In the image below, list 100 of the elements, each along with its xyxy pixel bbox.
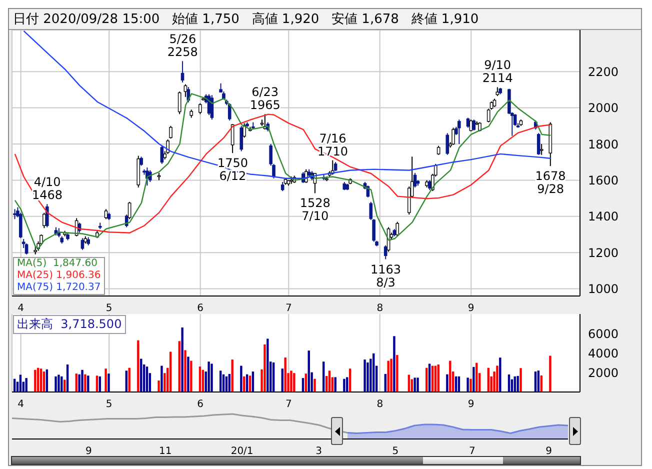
candlestick <box>413 172 417 188</box>
candlestick <box>124 214 128 228</box>
candlestick <box>466 117 470 128</box>
y-tick-label: 4000 <box>588 346 619 360</box>
x-tick-label: 11 <box>159 446 172 458</box>
candlestick <box>478 122 482 132</box>
bar <box>210 364 213 392</box>
bar <box>190 360 192 392</box>
candlestick <box>80 238 84 250</box>
candlestick <box>13 208 16 220</box>
bar <box>293 373 296 392</box>
bar <box>393 336 396 392</box>
x-tick-label: 5 <box>106 399 112 410</box>
bar <box>108 374 110 392</box>
candlestick <box>446 132 450 156</box>
text: MA(75) 1,720.37 <box>17 282 101 294</box>
bar <box>446 374 448 392</box>
y-tick-label: 1600 <box>588 173 619 188</box>
x-tick-label: 4 <box>18 399 24 410</box>
bar <box>390 358 392 392</box>
bar <box>187 356 190 392</box>
candlestick <box>458 119 461 144</box>
bar <box>343 378 346 392</box>
x-tick-label: 8 <box>376 303 384 314</box>
bar <box>364 360 366 392</box>
bar <box>240 366 242 392</box>
candlestick <box>184 84 188 98</box>
bar <box>290 370 292 392</box>
bar <box>128 368 130 392</box>
bar <box>58 374 60 392</box>
x-tick-label: 6 <box>197 303 204 314</box>
annotation: 6/23 1965 <box>250 85 280 112</box>
bar <box>496 366 498 392</box>
candlestick <box>228 102 232 121</box>
bar <box>516 376 519 392</box>
bar <box>137 340 140 392</box>
candlestick <box>436 145 440 156</box>
candlestick <box>242 122 246 138</box>
bar <box>264 344 266 392</box>
text: MA(5) 1,847.60 <box>17 258 99 270</box>
candlestick <box>486 108 490 123</box>
x-tick-label: 4 <box>18 303 24 314</box>
bar <box>414 378 416 392</box>
bar <box>184 350 186 392</box>
bar <box>387 360 390 392</box>
bar <box>314 378 316 392</box>
x-tick-label: 6 <box>197 399 204 410</box>
y-tick-label: 2000 <box>588 101 619 116</box>
bar <box>520 368 522 392</box>
candlestick <box>42 212 46 229</box>
chart-title: 出来高 3,718.500 <box>13 315 126 334</box>
bar <box>104 368 107 392</box>
y-tick-label: 2000 <box>588 366 619 380</box>
bar <box>366 362 369 392</box>
annotation: 1528 7/10 <box>300 196 330 224</box>
bar <box>428 364 431 392</box>
x-tick-label: 20/1 <box>230 446 254 458</box>
bar <box>54 376 57 392</box>
bar <box>160 366 163 392</box>
x-tick-label: 7 <box>285 399 292 410</box>
x-tick-label: 9 <box>468 399 474 410</box>
chart-title: 日付 2020/09/28 15:00 始値 1,750 高値 1,920 安値 1,678 終値 1,910 <box>9 9 641 30</box>
candlestick <box>240 125 244 152</box>
candlestick <box>536 132 540 156</box>
x-tick-label: 9 <box>86 446 92 458</box>
bar <box>396 355 398 392</box>
x-tick-label: 7 <box>285 303 292 314</box>
bar <box>81 370 84 392</box>
annotation: 7/16 1710 <box>318 131 348 158</box>
x-tick-label: 5 <box>392 446 399 458</box>
bar <box>25 378 28 392</box>
candlestick <box>540 144 544 156</box>
candlestick <box>128 201 132 220</box>
y-tick-label: 2200 <box>588 64 619 79</box>
bar <box>416 378 419 392</box>
y-tick-label: 1800 <box>588 137 619 152</box>
y-tick-label: 1200 <box>588 246 619 260</box>
bar <box>178 341 180 392</box>
candlestick <box>198 102 202 115</box>
y-tick-label: 6000 <box>588 326 619 341</box>
annotation: 5/26 2258 <box>167 32 198 60</box>
y-tick-label: 1400 <box>588 210 619 224</box>
bar <box>231 360 234 392</box>
candlestick <box>104 208 108 220</box>
candlestick <box>428 180 432 191</box>
candlestick <box>45 204 49 228</box>
candlestick <box>452 127 455 146</box>
candlestick <box>180 60 184 83</box>
x-tick-label: 7 <box>468 446 476 458</box>
candlestick <box>140 156 143 166</box>
annotation: 1678 9/28 <box>535 169 566 196</box>
bar <box>499 358 502 392</box>
candlestick <box>169 125 172 140</box>
bar <box>169 352 172 392</box>
annotation: 9/10 2114 <box>482 58 513 86</box>
bar <box>181 328 184 392</box>
bar <box>466 378 469 392</box>
bar <box>549 356 552 392</box>
bar <box>266 338 269 392</box>
x-tick-label: 8 <box>376 399 384 410</box>
